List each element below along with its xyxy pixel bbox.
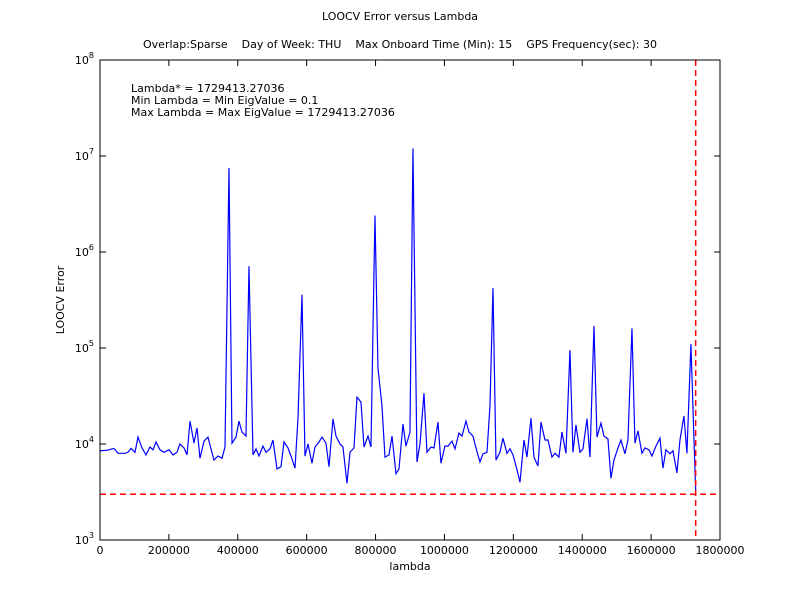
chart-title: LOOCV Error versus Lambda	[322, 10, 478, 23]
x-tick-label: 200000	[148, 544, 190, 557]
y-tick-label: 108	[75, 51, 94, 67]
x-tick-label: 400000	[217, 544, 259, 557]
x-tick-label: 1000000	[420, 544, 469, 557]
x-tick-label: 1800000	[696, 544, 745, 557]
y-tick-label: 103	[75, 531, 94, 547]
x-tick-label: 0	[97, 544, 104, 557]
chart-subtitle: Overlap:Sparse Day of Week: THU Max Onbo…	[143, 38, 657, 51]
x-axis-label: lambda	[389, 560, 430, 573]
y-tick-label: 106	[75, 243, 94, 259]
x-tick-label: 1200000	[489, 544, 538, 557]
y-tick-label: 105	[75, 339, 94, 355]
x-tick-label: 1600000	[627, 544, 676, 557]
annotation: Min Lambda = Min EigValue = 0.1	[131, 94, 318, 107]
data-line	[99, 148, 697, 491]
annotation: Max Lambda = Max EigValue = 1729413.2703…	[131, 106, 395, 119]
x-tick-label: 600000	[286, 544, 328, 557]
y-axis-label: LOOCV Error	[54, 265, 67, 334]
axes-frame	[99, 59, 721, 541]
y-tick-label: 104	[75, 435, 94, 451]
x-tick-label: 1400000	[558, 544, 607, 557]
y-tick-label: 107	[75, 147, 94, 163]
x-tick-label: 800000	[355, 544, 397, 557]
annotation: Lambda* = 1729413.27036	[131, 82, 284, 95]
